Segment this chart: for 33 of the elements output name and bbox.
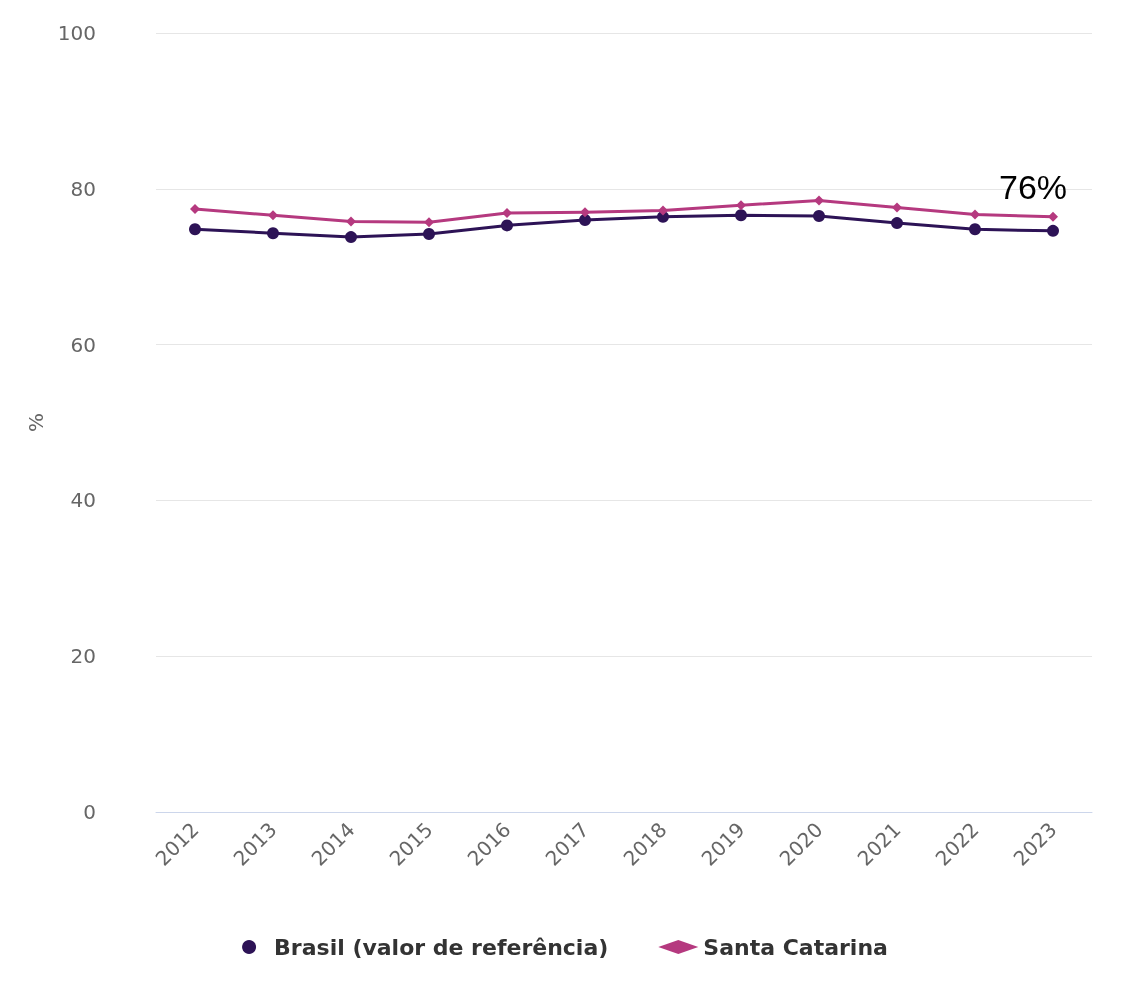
point [658, 205, 668, 216]
point [424, 217, 434, 228]
point [501, 219, 513, 232]
point [736, 200, 746, 211]
annotation: 76% [998, 167, 1068, 206]
point [345, 231, 357, 244]
point [423, 227, 435, 240]
y-axis-title: % [24, 412, 48, 433]
point [970, 209, 980, 220]
y-tick-label: 40 [70, 488, 96, 513]
point [969, 223, 981, 236]
point [267, 227, 279, 240]
point [189, 223, 201, 236]
point [813, 210, 825, 223]
y-tick-label: 80 [70, 176, 96, 201]
point [580, 207, 590, 218]
point [190, 204, 200, 215]
point [346, 216, 356, 227]
legend-label: Santa Catarina [703, 934, 888, 960]
y-tick-label: 60 [70, 332, 96, 357]
legend-label: Brasil (valor de referência) [274, 934, 609, 960]
y-tick-label: 20 [70, 644, 96, 669]
point [814, 195, 824, 206]
point [1047, 224, 1059, 237]
point [735, 209, 747, 222]
y-tick-label: 100 [57, 21, 96, 45]
point [502, 207, 512, 218]
point [1048, 211, 1058, 222]
point [891, 217, 903, 230]
point [892, 202, 902, 213]
y-tick-label: 0 [83, 800, 96, 824]
point [579, 213, 591, 226]
point [268, 210, 278, 221]
